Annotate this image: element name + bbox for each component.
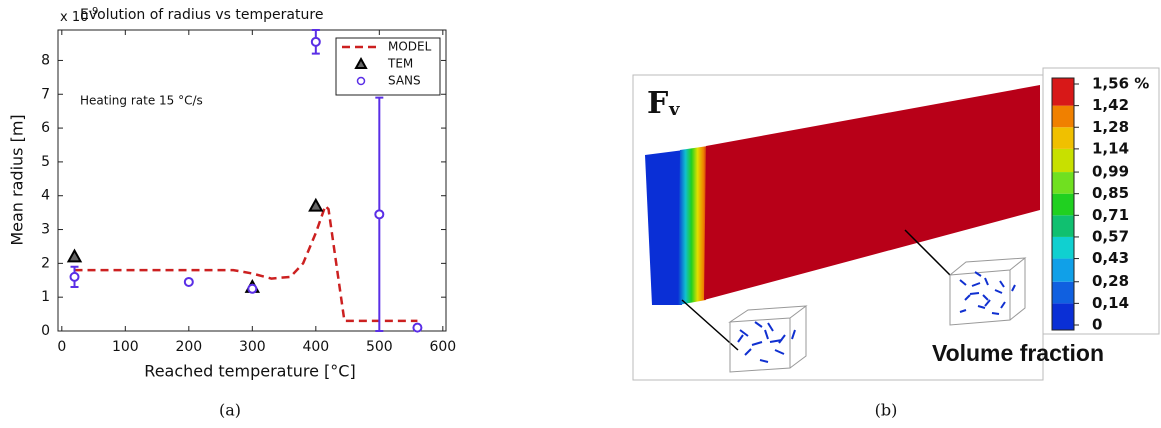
- colorbar-band: [1052, 303, 1074, 330]
- colorbar-label: 0,71: [1092, 206, 1129, 224]
- legend-swatch: [354, 56, 368, 69]
- y-multiplier-part: x 10: [60, 10, 88, 25]
- colorbar-label: 0,85: [1092, 184, 1129, 202]
- y-axis-label: Mean radius [m]: [8, 114, 27, 245]
- sans-point: [310, 36, 321, 47]
- caption: (b): [875, 401, 898, 420]
- y-tick-label: 2: [41, 255, 50, 271]
- sans-point: [374, 209, 385, 220]
- annotation: Heating rate 15 °C/s: [80, 94, 203, 108]
- y-tick-label: 8: [41, 52, 50, 68]
- y-multiplier: x 10-9: [60, 6, 98, 25]
- beam-blue: [645, 150, 684, 305]
- legend-label: TEM: [387, 57, 413, 71]
- colorbar-band: [1052, 78, 1074, 106]
- colorbar-band: [1052, 127, 1074, 149]
- cube: [948, 257, 1027, 326]
- tem-point: [66, 248, 83, 263]
- y-tick-label: 4: [41, 188, 50, 204]
- legend: [335, 37, 441, 96]
- legend-label: MODEL: [388, 40, 432, 54]
- field-label: F: [647, 86, 668, 121]
- sans-point: [183, 276, 194, 287]
- colorbar-band: [1052, 172, 1074, 194]
- colorbar-label: 1,56 %: [1092, 75, 1149, 93]
- colorbar-frame: [1042, 67, 1160, 335]
- x-tick-label: 600: [429, 339, 456, 355]
- annotation: Volume fraction: [932, 340, 1104, 366]
- caption: (a): [219, 401, 241, 420]
- y-tick-label: 3: [41, 222, 50, 238]
- beam-red: [704, 85, 1040, 300]
- colorbar-label: 0,57: [1092, 227, 1129, 245]
- cube: [728, 305, 808, 373]
- x-tick-label: 500: [366, 339, 393, 355]
- chart-title: Evolution of radius vs temperature: [80, 7, 323, 23]
- y-tick-label: 7: [41, 86, 50, 102]
- colorbar-label: 0,43: [1092, 249, 1129, 267]
- sans-point: [247, 283, 258, 294]
- colorbar-band: [1052, 193, 1074, 216]
- sans-point: [412, 322, 423, 333]
- model-line: [74, 203, 418, 323]
- colorbar-label: 1,14: [1092, 139, 1129, 157]
- colorbar-band: [1052, 148, 1074, 173]
- colorbar-outline: [1051, 77, 1075, 331]
- x-tick-label: 400: [302, 339, 329, 355]
- colorbar-label: 0,28: [1092, 272, 1129, 290]
- x-tick-label: 200: [175, 339, 202, 355]
- colorbar-label: 0,14: [1092, 294, 1129, 312]
- x-axis-label: Reached temperature [°C]: [144, 362, 355, 381]
- y-tick-label: 1: [41, 289, 50, 305]
- colorbar-label: 1,28: [1092, 118, 1129, 136]
- y-tick-label: 6: [41, 120, 50, 136]
- colorbar-band: [1052, 258, 1074, 282]
- colorbar-band: [1052, 105, 1074, 128]
- sans-point: [69, 271, 80, 282]
- field-label-sub: v: [668, 99, 680, 120]
- colorbar-label: 1,42: [1092, 96, 1129, 114]
- legend-swatch: [356, 76, 366, 86]
- legend-label: SANS: [388, 74, 421, 88]
- pointer: [681, 299, 739, 351]
- pointer: [904, 229, 951, 276]
- colorbar-band: [1052, 215, 1074, 237]
- x-tick-label: 100: [112, 339, 139, 355]
- colorbar-band: [1052, 236, 1074, 259]
- y-tick-label: 0: [41, 323, 50, 339]
- x-tick-label: 300: [239, 339, 266, 355]
- x-tick-label: 0: [57, 339, 66, 355]
- y-multiplier-part: -9: [88, 6, 98, 17]
- colorbar-label: 0: [1092, 316, 1102, 334]
- tem-point: [308, 197, 324, 212]
- colorbar-band: [1052, 281, 1074, 304]
- colorbar-label: 0,99: [1092, 163, 1129, 181]
- beam-transition: [678, 146, 708, 305]
- y-tick-label: 5: [41, 154, 50, 170]
